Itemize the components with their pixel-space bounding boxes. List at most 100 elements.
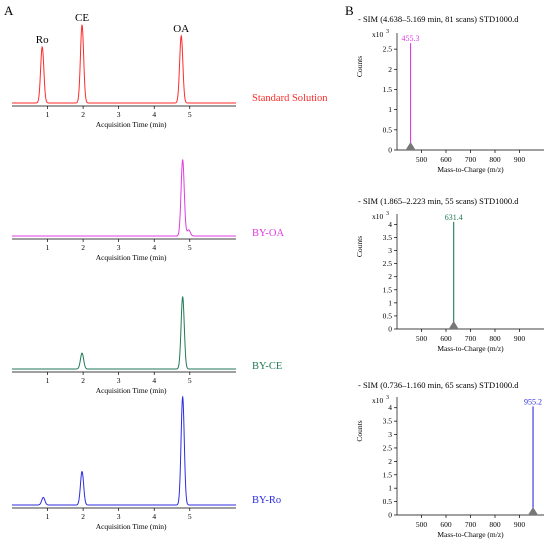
chromatogram-3: 1 2 3 4 5 Acquisition Time (min) BY-CE — [12, 295, 282, 395]
x-tick-label: 600 — [440, 334, 452, 343]
peak-label-ce: CE — [75, 12, 89, 24]
y-axis-title: Counts — [355, 56, 364, 77]
x-tick-label: 800 — [489, 334, 501, 343]
chromatogram-trace — [12, 295, 236, 370]
y-tick-label: 3.5 — [383, 233, 393, 242]
x-tick-label: 800 — [489, 155, 501, 164]
y-tick-label: 1.5 — [383, 285, 393, 294]
x-tick-label: 5 — [188, 376, 192, 385]
peak-label-ro: Ro — [36, 34, 49, 46]
chromatogram-x-axis-title: Acquisition Time (min) — [96, 120, 167, 129]
chromatogram-x-axis-title: Acquisition Time (min) — [96, 253, 167, 262]
x-tick-label: 800 — [489, 520, 501, 529]
y-tick-label: 0 — [388, 511, 392, 520]
mass-spectra-panel: - SIM (4.638–5.169 min, 81 scans) STD100… — [355, 14, 544, 539]
x-tick-label: 600 — [440, 155, 452, 164]
x-tick-label: 3 — [117, 376, 121, 385]
y-tick-label: 3 — [388, 246, 392, 255]
y-tick-label: 0.5 — [383, 125, 393, 134]
y-tick-label: 2.5 — [383, 45, 393, 54]
precursor-marker — [528, 507, 539, 515]
chromatogram-2: 1 2 3 4 5 Acquisition Time (min) BY-OA — [12, 158, 285, 262]
y-tick-label: 0.5 — [383, 497, 393, 506]
spectrum-peak-label: 631.4 — [445, 213, 463, 222]
peak-label-oa: OA — [173, 23, 189, 35]
x-tick-label: 500 — [416, 334, 428, 343]
x-tick-label: 900 — [514, 155, 526, 164]
x-tick-label: 1 — [46, 512, 50, 521]
y-scale-label: x10 — [372, 396, 384, 405]
x-tick-label: 700 — [465, 520, 477, 529]
mass-spectrum-3: - SIM (0.736–1.160 min, 65 scans) STD100… — [355, 380, 544, 539]
x-tick-label: 2 — [81, 512, 85, 521]
sample-label: BY-CE — [252, 361, 282, 372]
chromatogram-trace — [12, 24, 236, 104]
x-axis-title: Mass-to-Charge (m/z) — [437, 530, 504, 539]
x-axis-title: Mass-to-Charge (m/z) — [437, 165, 504, 174]
x-tick-label: 5 — [188, 243, 192, 252]
y-axis-title: Counts — [355, 236, 364, 257]
spectrum-peak-label: 455.3 — [402, 34, 420, 43]
y-tick-label: 2.5 — [383, 443, 393, 452]
chromatogram-x-axis-title: Acquisition Time (min) — [96, 386, 167, 395]
x-tick-label: 4 — [152, 512, 156, 521]
y-tick-label: 2 — [388, 457, 392, 466]
x-tick-label: 3 — [117, 512, 121, 521]
x-tick-label: 2 — [81, 110, 85, 119]
sample-label: BY-Ro — [252, 495, 281, 506]
spectrum-title: - SIM (4.638–5.169 min, 81 scans) STD100… — [358, 14, 519, 24]
y-scale-exponent: 3 — [386, 395, 389, 401]
y-scale-label: x10 — [372, 30, 384, 39]
y-scale-label: x10 — [372, 212, 384, 221]
x-tick-label: 1 — [46, 110, 50, 119]
x-axis-title: Mass-to-Charge (m/z) — [437, 344, 504, 353]
x-tick-label: 3 — [117, 110, 121, 119]
x-tick-label: 3 — [117, 243, 121, 252]
sample-label: Standard Solution — [252, 93, 328, 104]
x-tick-label: 1 — [46, 243, 50, 252]
x-tick-label: 900 — [514, 520, 526, 529]
y-tick-label: 4 — [388, 403, 392, 412]
x-tick-label: 4 — [152, 110, 156, 119]
y-scale-exponent: 3 — [386, 211, 389, 217]
chromatogram-4: 1 2 3 4 5 Acquisition Time (min) BY-Ro — [12, 395, 281, 531]
mass-spectrum-2: - SIM (1.865–2.223 min, 55 scans) STD100… — [355, 196, 544, 353]
x-tick-label: 2 — [81, 376, 85, 385]
x-tick-label: 1 — [46, 376, 50, 385]
chromatogram-1: 1 2 3 4 5 Acquisition Time (min) Standard Solu… — [12, 12, 328, 129]
y-tick-label: 2 — [388, 65, 392, 74]
panel-letter-a: A — [4, 3, 14, 18]
y-tick-label: 0.5 — [383, 311, 393, 320]
sample-label: BY-OA — [252, 228, 285, 239]
y-tick-label: 4 — [388, 220, 392, 229]
precursor-marker — [405, 142, 416, 150]
chromatogram-trace — [12, 395, 236, 506]
y-tick-label: 1.5 — [383, 470, 393, 479]
x-tick-label: 500 — [416, 155, 428, 164]
x-tick-label: 5 — [188, 512, 192, 521]
spectrum-peak-label: 955.2 — [524, 397, 542, 406]
chromatogram-x-axis-title: Acquisition Time (min) — [96, 522, 167, 531]
chromatogram-panel: 1 2 3 4 5 Acquisition Time (min) Standard Solu… — [12, 12, 328, 531]
x-tick-label: 600 — [440, 520, 452, 529]
y-tick-label: 0 — [388, 146, 392, 155]
y-tick-label: 3 — [388, 430, 392, 439]
x-tick-label: 700 — [465, 334, 477, 343]
x-tick-label: 4 — [152, 243, 156, 252]
panel-letter-b: B — [345, 3, 354, 18]
x-tick-label: 900 — [514, 334, 526, 343]
y-tick-label: 0 — [388, 325, 392, 334]
y-tick-label: 2.5 — [383, 259, 393, 268]
precursor-marker — [448, 321, 459, 329]
chromatogram-trace — [12, 158, 236, 237]
y-tick-label: 1.5 — [383, 85, 393, 94]
x-tick-label: 700 — [465, 155, 477, 164]
y-tick-label: 1 — [388, 484, 392, 493]
spectrum-title: - SIM (0.736–1.160 min, 65 scans) STD100… — [358, 380, 519, 390]
x-tick-label: 500 — [416, 520, 428, 529]
x-tick-label: 5 — [188, 110, 192, 119]
y-tick-label: 1 — [388, 298, 392, 307]
y-tick-label: 1 — [388, 105, 392, 114]
y-tick-label: 3.5 — [383, 417, 393, 426]
spectrum-title: - SIM (1.865–2.223 min, 55 scans) STD100… — [358, 196, 519, 206]
